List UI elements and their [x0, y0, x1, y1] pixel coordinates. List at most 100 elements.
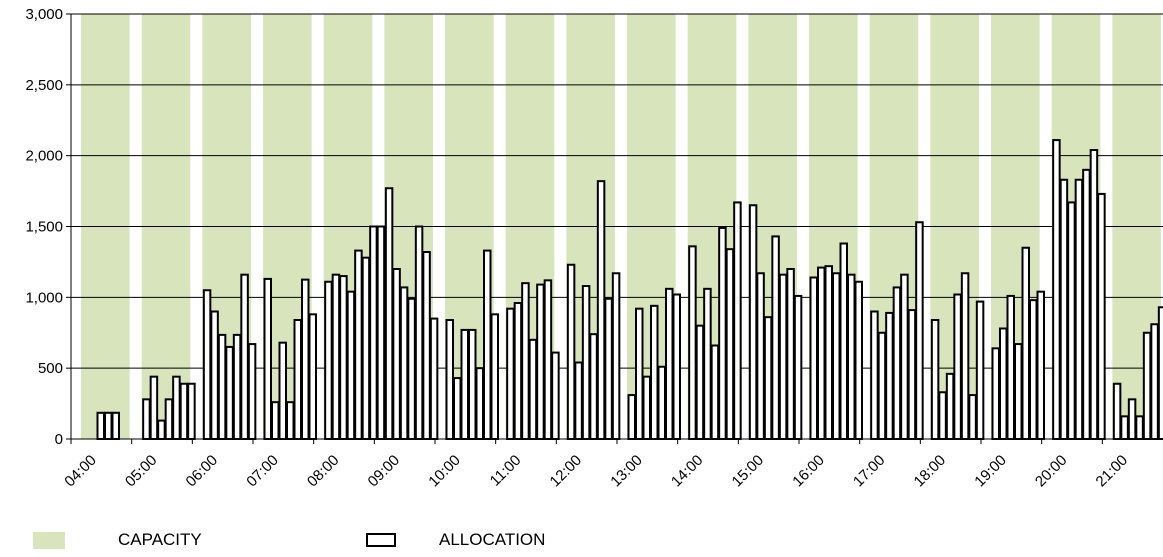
- allocation-bar: [399, 286, 409, 440]
- allocation-bar: [665, 287, 674, 441]
- allocation-bar: [1127, 398, 1137, 441]
- allocation-bar: [172, 375, 181, 440]
- allocation-bar: [96, 411, 105, 440]
- allocation-bar: [793, 294, 803, 440]
- allocation-bar: [217, 333, 227, 440]
- allocation-bar: [885, 311, 894, 440]
- allocation-bar: [483, 249, 492, 440]
- allocation-bar: [968, 394, 977, 441]
- allocation-bar: [999, 327, 1008, 440]
- allocation-bar: [506, 307, 515, 440]
- allocation-bar: [627, 394, 636, 441]
- allocation-bar: [551, 351, 560, 441]
- allocation-bar: [900, 273, 909, 440]
- allocation-bar: [149, 375, 159, 440]
- allocation-bar: [991, 347, 1000, 441]
- allocation-bar: [915, 221, 924, 440]
- allocation-bar: [475, 367, 484, 440]
- y-tick-label: 3,000: [25, 6, 63, 23]
- allocation-legend-label: ALLOCATION: [439, 530, 546, 549]
- allocation-bar: [817, 266, 826, 441]
- x-tick-label: 11:00: [487, 452, 525, 490]
- allocation-bar: [369, 225, 378, 440]
- allocation-bar: [528, 338, 538, 441]
- allocation-bar: [1112, 382, 1122, 440]
- x-tick-label: 13:00: [607, 452, 646, 491]
- allocation-bar: [104, 411, 113, 440]
- allocation-bar: [892, 286, 902, 440]
- allocation-bar: [581, 285, 591, 440]
- x-tick-label: 18:00: [911, 452, 950, 491]
- x-tick-label: 15:00: [729, 452, 768, 491]
- allocation-bar: [604, 297, 613, 440]
- allocation-bar: [157, 419, 166, 441]
- x-tick-label: 06:00: [183, 452, 222, 491]
- y-tick-label: 1,000: [25, 289, 63, 306]
- allocation-bar: [453, 377, 462, 441]
- allocation-bar: [346, 290, 356, 440]
- allocation-bar: [179, 382, 189, 440]
- allocation-bar: [210, 310, 219, 440]
- allocation-bar: [429, 317, 439, 441]
- allocation-bar: [854, 280, 863, 440]
- allocation-bar: [384, 187, 394, 440]
- allocation-bar: [301, 278, 310, 440]
- legend-capacity: CAPACITY: [33, 528, 202, 552]
- allocation-bar: [1074, 178, 1084, 440]
- allocation-bar: [650, 304, 659, 441]
- allocation-bar: [543, 279, 553, 441]
- allocation-bar: [460, 328, 469, 440]
- y-tick-label: 500: [38, 360, 63, 377]
- y-tick-label: 2,000: [25, 148, 63, 165]
- allocation-bar: [1014, 343, 1023, 441]
- allocation-bar: [240, 273, 249, 440]
- allocation-bar: [1006, 294, 1015, 440]
- allocation-bar: [1059, 178, 1069, 440]
- allocation-bar: [407, 297, 416, 440]
- allocation-bar: [574, 361, 583, 440]
- allocation-bar: [354, 249, 363, 440]
- allocation-bar: [960, 272, 970, 440]
- allocation-bar: [763, 316, 773, 440]
- allocation-bar: [271, 401, 280, 440]
- allocation-bar: [521, 282, 530, 440]
- x-tick-label: 10:00: [425, 452, 464, 491]
- allocation-bar: [1120, 415, 1129, 441]
- allocation-bar: [945, 372, 955, 441]
- allocation-bar: [725, 248, 735, 440]
- allocation-bar: [202, 289, 212, 440]
- allocation-bar: [953, 293, 962, 440]
- allocation-bar: [1135, 415, 1144, 441]
- allocation-bar: [847, 273, 856, 440]
- allocation-bar: [975, 300, 985, 441]
- allocation-bar: [536, 283, 545, 441]
- allocation-bar: [468, 328, 477, 440]
- allocation-bar: [733, 201, 742, 440]
- allocation-swatch: [366, 533, 396, 547]
- allocation-bar: [907, 309, 917, 441]
- allocation-bar: [263, 277, 272, 440]
- allocation-bar: [877, 331, 887, 440]
- x-axis-ticks: 04:00 05:00 06:00 07:00 08:00 09:00 10:00 11:00…: [61, 439, 1131, 490]
- allocation-bar: [376, 225, 386, 440]
- allocation-bar: [331, 273, 341, 440]
- allocation-bar: [513, 302, 523, 440]
- allocation-bar: [445, 319, 454, 440]
- allocation-bar: [657, 365, 666, 440]
- x-tick-label: 21:00: [1093, 452, 1132, 491]
- allocation-bar: [361, 256, 371, 440]
- x-tick-label: 04:00: [61, 452, 100, 491]
- allocation-bar: [490, 313, 499, 441]
- y-tick-label: 1,500: [25, 219, 63, 236]
- allocation-bar: [703, 287, 712, 441]
- allocation-bar: [718, 226, 727, 440]
- allocation-bar: [414, 225, 424, 440]
- x-tick-label: 17:00: [850, 452, 889, 491]
- x-tick-label: 14:00: [668, 452, 707, 491]
- allocation-bar: [232, 333, 242, 440]
- allocation-bar: [778, 273, 788, 440]
- x-tick-label: 16:00: [789, 452, 828, 491]
- allocation-bar: [756, 272, 765, 440]
- allocation-bar: [611, 272, 621, 440]
- capacity-legend-label: CAPACITY: [118, 530, 202, 549]
